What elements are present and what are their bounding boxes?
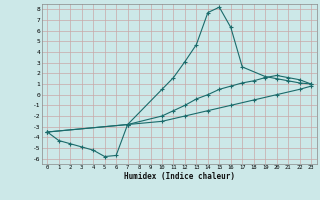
X-axis label: Humidex (Indice chaleur): Humidex (Indice chaleur) — [124, 172, 235, 181]
